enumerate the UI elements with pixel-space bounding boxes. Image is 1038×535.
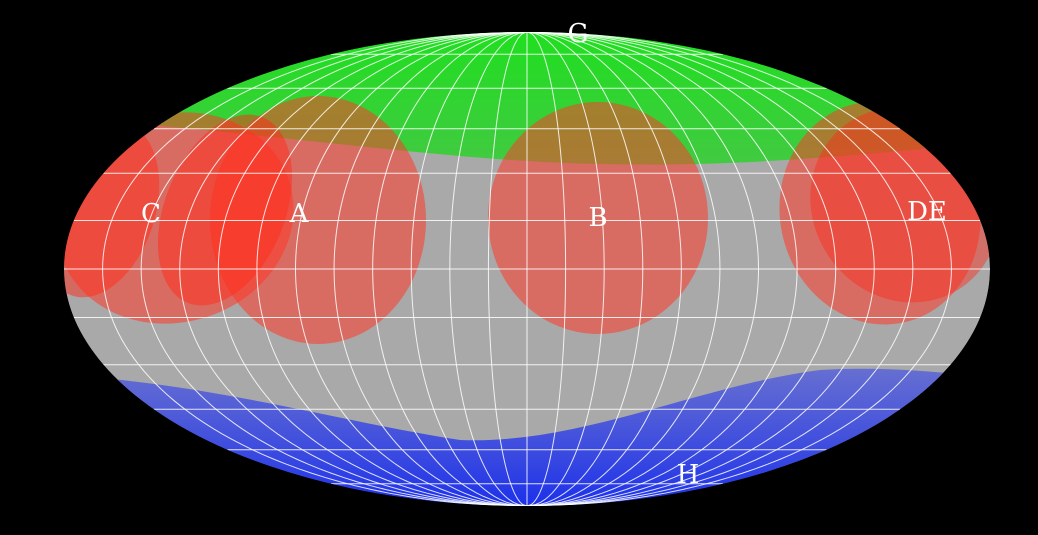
region-b (488, 102, 708, 334)
label-c: C (141, 199, 161, 229)
coordinate-grid (64, 32, 990, 506)
region-c-core (157, 114, 293, 306)
label-de: DE (907, 197, 947, 227)
label-b: B (588, 203, 607, 233)
label-h: H (677, 460, 700, 490)
label-g: G (568, 19, 589, 49)
label-a: A (289, 199, 310, 229)
